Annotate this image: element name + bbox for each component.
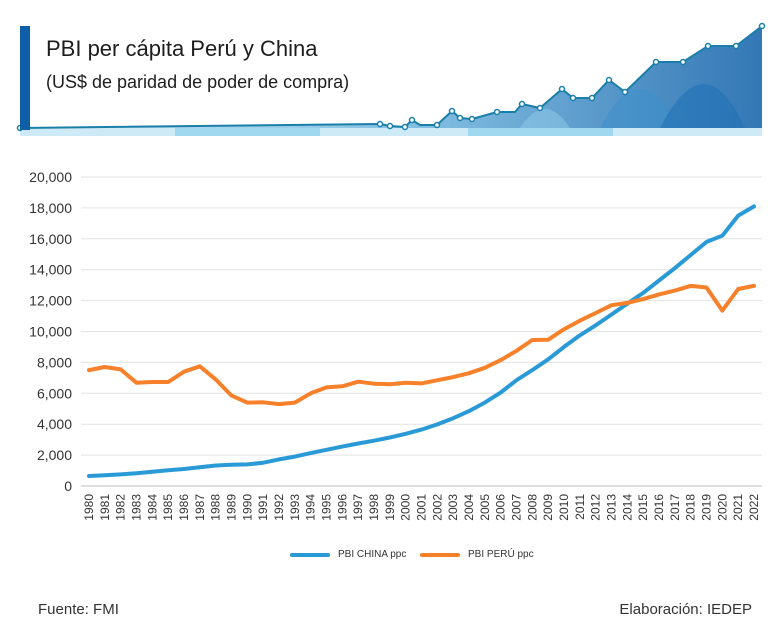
x-tick-label: 2014 — [620, 494, 634, 521]
x-tick-label: 1994 — [304, 494, 318, 521]
series-lines — [87, 204, 756, 478]
x-tick-label: 2015 — [636, 494, 650, 521]
x-tick-label: 2002 — [430, 494, 444, 521]
y-tick-label: 10,000 — [29, 324, 72, 340]
x-axis-ticks: 1980 1981 1982 1983 1984 1985 1986 1987 1988 1989… — [82, 494, 761, 521]
x-tick-label: 2011 — [573, 494, 587, 520]
x-tick-label: 2000 — [399, 494, 413, 521]
x-tick-label: 1993 — [288, 494, 302, 521]
x-tick-label: 1980 — [82, 494, 96, 521]
x-tick-label: 1997 — [351, 494, 365, 521]
x-tick-label: 2020 — [715, 494, 729, 521]
legend-label-peru: PBI PERÚ ppc — [468, 549, 534, 560]
line-chart: 0 2,000 4,000 6,000 8,000 10,000 12,000 14,000 1… — [29, 169, 762, 521]
y-tick-label: 8,000 — [37, 354, 72, 370]
y-axis-ticks: 0 2,000 4,000 6,000 8,000 10,000 12,000 14,000 1… — [29, 169, 72, 494]
x-tick-label: 1987 — [193, 494, 207, 521]
x-tick-label: 1991 — [256, 494, 270, 521]
y-tick-label: 2,000 — [37, 447, 72, 463]
x-tick-label: 1992 — [272, 494, 286, 521]
x-tick-label: 2004 — [462, 494, 476, 521]
legend-item-peru: PBI PERÚ ppc — [420, 549, 534, 560]
grid-lines — [81, 176, 762, 487]
source-note: Fuente: FMI — [38, 601, 119, 618]
x-tick-label: 2010 — [557, 494, 571, 521]
x-tick-label: 2001 — [415, 494, 429, 521]
x-tick-label: 2009 — [541, 494, 555, 521]
x-tick-label: 1984 — [145, 494, 159, 521]
x-tick-label: 1996 — [335, 494, 349, 521]
x-tick-label: 2003 — [446, 494, 460, 521]
x-tick-label: 1981 — [98, 494, 112, 521]
x-tick-label: 1988 — [209, 494, 223, 521]
y-tick-label: 18,000 — [29, 200, 72, 216]
credit-note: Elaboración: IEDEP — [619, 601, 752, 618]
header-decoration — [16, 22, 766, 136]
x-tick-label: 1985 — [161, 494, 175, 521]
y-tick-label: 16,000 — [29, 231, 72, 247]
chart-legend: PBI CHINA ppc PBI PERÚ ppc — [0, 546, 782, 566]
y-tick-label: 14,000 — [29, 262, 72, 278]
y-tick-label: 0 — [64, 478, 72, 494]
x-tick-label: 1995 — [320, 494, 334, 521]
series-line-china — [87, 204, 756, 478]
title-accent-bar — [20, 26, 30, 130]
legend-item-china: PBI CHINA ppc — [290, 549, 406, 560]
x-tick-label: 2016 — [652, 494, 666, 521]
x-tick-label: 2017 — [668, 494, 682, 521]
legend-swatch-peru — [420, 552, 460, 557]
x-tick-label: 2008 — [525, 494, 539, 521]
x-tick-label: 1986 — [177, 494, 191, 521]
x-tick-label: 1982 — [114, 494, 128, 521]
x-tick-label: 2022 — [747, 494, 761, 521]
chart-subtitle: (US$ de paridad de poder de compra) — [46, 72, 350, 92]
chart-title: PBI per cápita Perú y China — [46, 36, 318, 61]
x-tick-label: 1999 — [383, 494, 397, 521]
x-tick-label: 2021 — [731, 494, 745, 521]
x-tick-label: 1998 — [367, 494, 381, 521]
x-tick-label: 1983 — [130, 494, 144, 521]
x-tick-label: 2013 — [605, 494, 619, 521]
x-tick-label: 1990 — [240, 494, 254, 521]
x-tick-label: 2007 — [510, 494, 524, 521]
y-tick-label: 6,000 — [37, 385, 72, 401]
y-tick-label: 20,000 — [29, 169, 72, 185]
x-tick-label: 1989 — [225, 494, 239, 521]
x-tick-label: 2018 — [684, 494, 698, 521]
x-tick-label: 2005 — [478, 494, 492, 521]
x-tick-label: 2006 — [494, 494, 508, 521]
y-tick-label: 12,000 — [29, 293, 72, 309]
legend-swatch-china — [290, 552, 330, 557]
y-tick-label: 4,000 — [37, 416, 72, 432]
x-tick-label: 2019 — [700, 494, 714, 521]
x-tick-label: 2012 — [589, 494, 603, 521]
legend-label-china: PBI CHINA ppc — [338, 549, 407, 560]
series-line-peru — [87, 283, 756, 407]
